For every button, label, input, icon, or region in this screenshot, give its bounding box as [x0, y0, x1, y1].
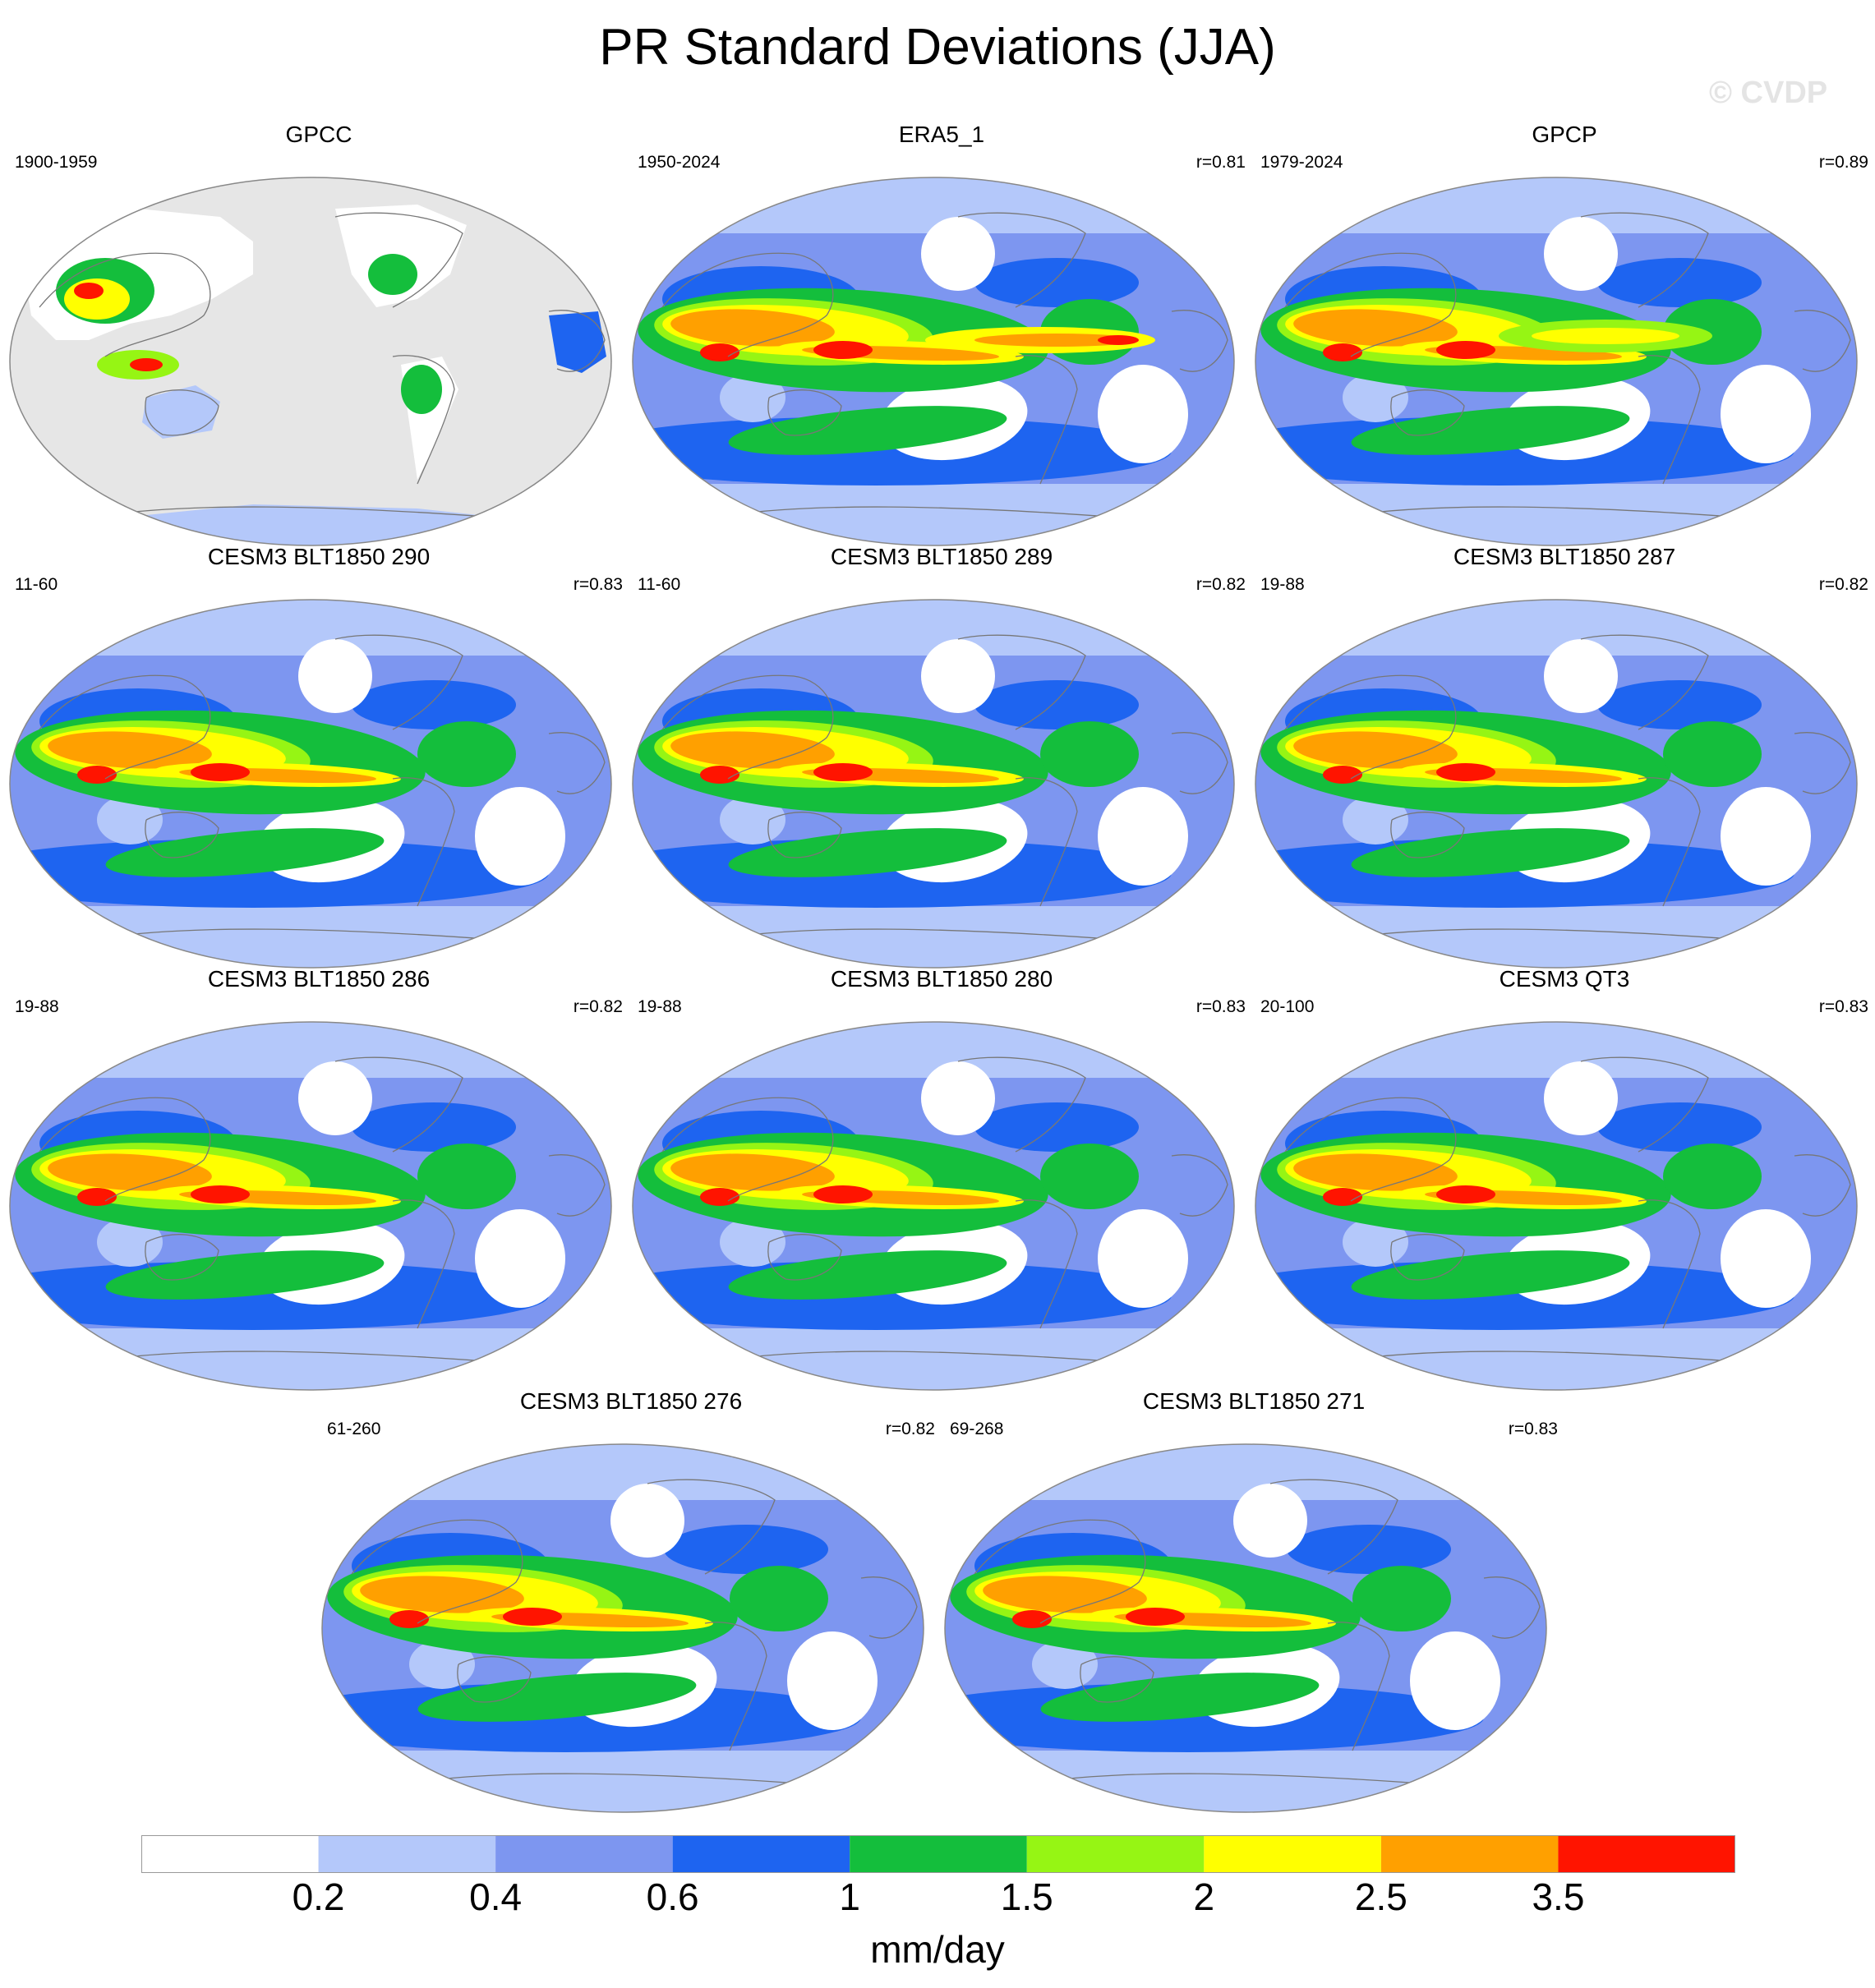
- panel-title: GPCP: [1532, 122, 1597, 147]
- precip-map: [9, 599, 612, 969]
- precip-map: [321, 1443, 924, 1813]
- panel-period: 1979-2024: [1260, 153, 1343, 172]
- colorbar-segment: [495, 1835, 673, 1873]
- map-panel: GPCP 1979-2024 r=0.89: [1252, 122, 1875, 549]
- cvdp-watermark: © CVDP: [1709, 76, 1828, 110]
- precip-map: [1255, 177, 1858, 546]
- panel-title: CESM3 BLT1850 287: [1453, 544, 1676, 569]
- colorbar-segment: [672, 1835, 850, 1873]
- colorbar-tick-label: 0.6: [646, 1875, 699, 1918]
- colorbar-tick-label: 2: [1193, 1875, 1215, 1918]
- map-panel: ERA5_1 1950-2024 r=0.81: [629, 122, 1254, 549]
- panel-correlation: r=0.82: [1818, 575, 1868, 594]
- panel-period: 1900-1959: [15, 153, 98, 172]
- colorbar-tick-label: 0.4: [469, 1875, 523, 1918]
- panel-period: 1950-2024: [638, 153, 721, 172]
- panel-title: ERA5_1: [898, 122, 985, 147]
- colorbar-segment: [1204, 1835, 1381, 1873]
- panel-period: 61-260: [327, 1420, 381, 1438]
- map-panel: CESM3 BLT1850 280 19-88 r=0.83: [629, 966, 1254, 1393]
- panel-title: CESM3 QT3: [1499, 966, 1630, 992]
- panel-period: 11-60: [638, 575, 681, 594]
- colorbar-segment: [1558, 1835, 1735, 1873]
- precip-map: [9, 177, 612, 546]
- map-panel: CESM3 BLT1850 276 61-260 r=0.82: [319, 1388, 943, 1815]
- panel-correlation: r=0.83: [1818, 997, 1868, 1016]
- panel-period: 20-100: [1260, 997, 1315, 1016]
- panel-title: CESM3 BLT1850 289: [830, 544, 1053, 569]
- colorbar-tick-label: 3.5: [1532, 1875, 1585, 1918]
- colorbar: [141, 1835, 1735, 1873]
- colorbar-segment: [141, 1835, 319, 1873]
- precip-map: [1255, 599, 1858, 969]
- panel-correlation: r=0.81: [1195, 153, 1246, 172]
- colorbar-tick-label: 1: [839, 1875, 861, 1918]
- colorbar-segment: [1380, 1835, 1559, 1873]
- map-panel: CESM3 BLT1850 286 19-88 r=0.82: [7, 966, 631, 1393]
- panel-title: CESM3 BLT1850 276: [519, 1388, 743, 1414]
- colorbar-tick-label: 1.5: [1000, 1875, 1053, 1918]
- colorbar-units: mm/day: [870, 1928, 1005, 1971]
- panel-correlation: r=0.83: [573, 575, 623, 594]
- precip-map: [9, 1021, 612, 1391]
- panel-period: 69-268: [950, 1420, 1004, 1438]
- panel-correlation: r=0.83: [1195, 997, 1246, 1016]
- map-panel: GPCC 1900-1959: [7, 122, 631, 549]
- precip-map: [944, 1443, 1547, 1813]
- panel-title: CESM3 BLT1850 286: [207, 966, 431, 992]
- panel-period: 11-60: [15, 575, 58, 594]
- panel-title: CESM3 BLT1850 290: [207, 544, 431, 569]
- figure-title: PR Standard Deviations (JJA): [599, 19, 1276, 76]
- map-panel: CESM3 BLT1850 271 69-268 r=0.83: [942, 1388, 1566, 1815]
- precip-map: [632, 1021, 1235, 1391]
- colorbar-tick-label: 0.2: [292, 1875, 345, 1918]
- map-panel: CESM3 BLT1850 289 11-60 r=0.82: [629, 544, 1254, 971]
- panel-title: CESM3 BLT1850 280: [830, 966, 1053, 992]
- panel-correlation: r=0.89: [1818, 153, 1868, 172]
- panel-correlation: r=0.82: [573, 997, 623, 1016]
- panel-period: 19-88: [1260, 575, 1305, 594]
- panel-title: GPCC: [285, 122, 352, 147]
- map-panel: CESM3 BLT1850 290 11-60 r=0.83: [7, 544, 631, 971]
- colorbar-segment: [318, 1835, 496, 1873]
- precip-map: [1255, 1021, 1858, 1391]
- map-panel: CESM3 QT3 20-100 r=0.83: [1252, 966, 1875, 1393]
- map-panel: CESM3 BLT1850 287 19-88 r=0.82: [1252, 544, 1875, 971]
- precip-map: [632, 177, 1235, 546]
- panel-correlation: r=0.82: [885, 1420, 935, 1438]
- panel-period: 19-88: [638, 997, 682, 1016]
- colorbar-tick-label: 2.5: [1354, 1875, 1407, 1918]
- precip-map: [632, 599, 1235, 969]
- panel-correlation: r=0.82: [1195, 575, 1246, 594]
- panel-period: 19-88: [15, 997, 59, 1016]
- panel-correlation: r=0.83: [1508, 1420, 1558, 1438]
- panel-title: CESM3 BLT1850 271: [1142, 1388, 1366, 1414]
- colorbar-segment: [850, 1835, 1027, 1873]
- colorbar-segment: [1026, 1835, 1205, 1873]
